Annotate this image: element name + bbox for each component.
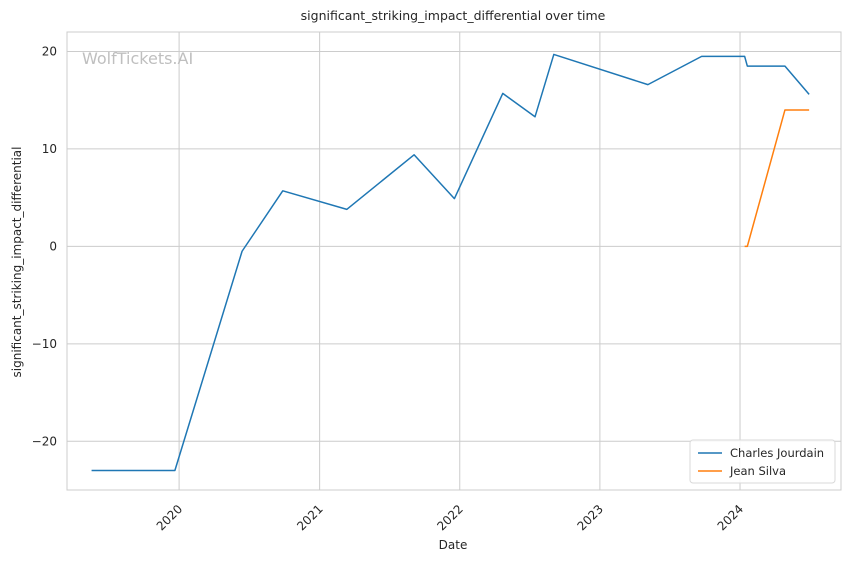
y-tick-label: 0 bbox=[49, 239, 57, 253]
series-lines bbox=[91, 53, 810, 472]
y-tick-label: −20 bbox=[32, 434, 57, 448]
x-axis-title: Date bbox=[439, 538, 468, 552]
grid bbox=[67, 32, 841, 490]
legend-box bbox=[689, 439, 836, 484]
x-tick-label: 2023 bbox=[575, 502, 606, 533]
watermark-text: WolfTickets.AI bbox=[82, 49, 193, 68]
x-tick-label: 2024 bbox=[715, 502, 746, 533]
y-tick-label: −10 bbox=[32, 337, 57, 351]
y-tick-label: 20 bbox=[42, 44, 57, 58]
legend: Charles Jourdain Jean Silva bbox=[689, 439, 836, 484]
series-line bbox=[91, 53, 810, 472]
x-tick-label: 2020 bbox=[154, 502, 185, 533]
legend-label: Charles Jourdain bbox=[730, 446, 824, 460]
chart-title: significant_striking_impact_differential… bbox=[301, 8, 606, 23]
plot-frame bbox=[66, 31, 842, 491]
series-line bbox=[744, 109, 810, 248]
legend-label: Jean Silva bbox=[729, 464, 786, 478]
x-tick-label: 2021 bbox=[294, 502, 325, 533]
y-tick-label: 10 bbox=[42, 142, 57, 156]
y-axis-title: significant_striking_impact_differential bbox=[10, 147, 24, 378]
x-tick-label: 2022 bbox=[434, 502, 465, 533]
